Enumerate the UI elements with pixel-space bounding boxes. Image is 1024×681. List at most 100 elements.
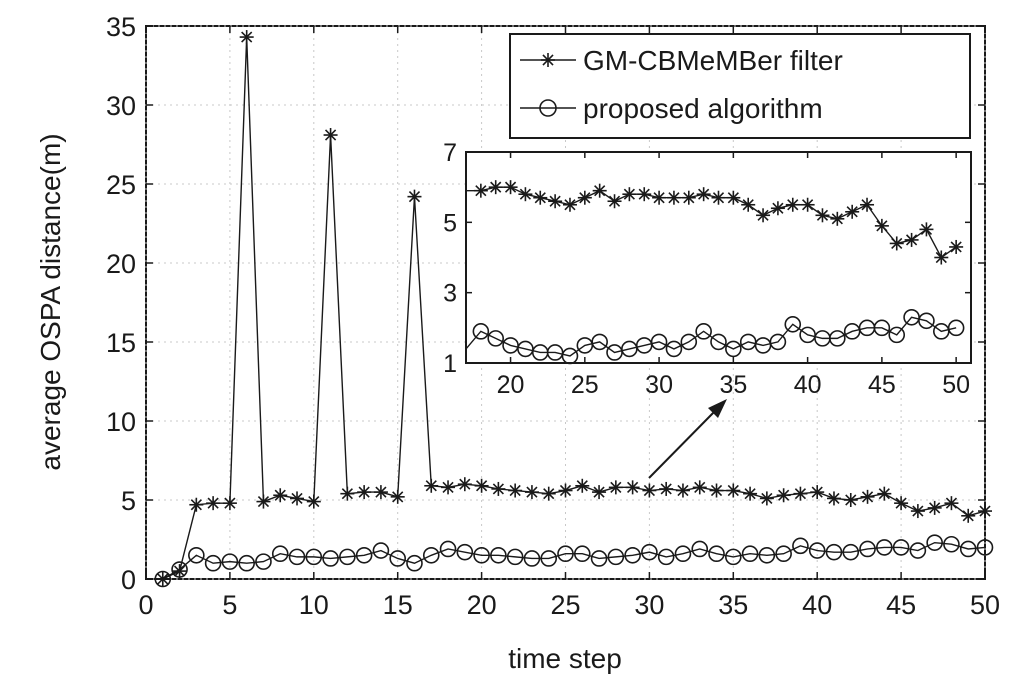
- inset-data-point-gm-cbmember: [518, 187, 533, 202]
- inset-data-point-gm-cbmember: [815, 208, 830, 223]
- data-point-proposed: [221, 553, 239, 570]
- inset-y-tick-label: 5: [443, 209, 457, 237]
- data-point-gm-cbmember: [743, 486, 758, 501]
- inset-data-point-proposed: [591, 333, 608, 351]
- data-point-proposed: [188, 546, 205, 564]
- data-point-gm-cbmember: [222, 496, 237, 511]
- data-point-gm-cbmember: [910, 504, 925, 519]
- data-point-gm-cbmember: [323, 128, 338, 143]
- data-point-proposed: [456, 543, 474, 561]
- data-point-proposed: [540, 550, 558, 567]
- data-point-gm-cbmember: [675, 483, 690, 498]
- data-point-proposed: [859, 540, 876, 558]
- inset-data-point-proposed: [947, 319, 965, 337]
- data-point-gm-cbmember: [843, 493, 858, 507]
- legend-marker-proposed: [520, 99, 576, 117]
- data-point-proposed: [422, 546, 440, 564]
- inset-data-point-gm-cbmember: [889, 236, 904, 251]
- inset-y-tick-label: 3: [443, 280, 457, 308]
- inset-plot-frame: [465, 151, 972, 364]
- data-point-gm-cbmember: [256, 494, 271, 509]
- data-point-gm-cbmember: [692, 480, 707, 495]
- x-tick-label: 45: [886, 590, 916, 620]
- y-tick-label: 30: [106, 91, 136, 121]
- data-point-proposed: [758, 546, 776, 564]
- data-point-gm-cbmember: [810, 485, 825, 500]
- inset-data-point-gm-cbmember: [800, 197, 815, 212]
- y-tick-label: 20: [106, 249, 136, 279]
- data-point-gm-cbmember: [424, 478, 439, 493]
- data-point-gm-cbmember: [457, 477, 472, 492]
- data-point-gm-cbmember: [491, 481, 506, 496]
- data-point-gm-cbmember: [625, 480, 640, 495]
- data-point-gm-cbmember: [340, 486, 355, 501]
- inset-data-point-gm-cbmember: [488, 180, 503, 195]
- legend-box: [509, 33, 971, 139]
- x-tick-label: 30: [634, 590, 664, 620]
- data-point-proposed: [741, 545, 759, 563]
- inset-data-point-gm-cbmember: [904, 232, 919, 247]
- y-tick-label: 35: [106, 12, 136, 42]
- inset-x-tick-label: 35: [719, 371, 747, 399]
- inset-x-tick-label: 25: [571, 371, 599, 399]
- inset-data-point-gm-cbmember: [770, 201, 785, 216]
- data-point-gm-cbmember: [894, 496, 909, 511]
- data-point-proposed: [808, 542, 826, 559]
- x-tick-label: 50: [970, 590, 1000, 620]
- inset-data-point-proposed: [888, 326, 906, 344]
- inset-data-point-gm-cbmember: [577, 190, 592, 205]
- x-axis-label: time step: [508, 643, 622, 674]
- y-tick-label: 15: [106, 328, 136, 358]
- inset-x-tick-label: 40: [794, 371, 822, 399]
- x-tick-label: 20: [467, 590, 497, 620]
- data-point-gm-cbmember: [239, 30, 254, 45]
- inset-data-point-gm-cbmember: [666, 190, 681, 205]
- inset-data-point-gm-cbmember: [711, 190, 726, 205]
- data-point-gm-cbmember: [944, 496, 959, 511]
- zoom-arrow-head: [708, 399, 727, 418]
- inset-series-line-gm-cbmember: [466, 186, 957, 259]
- inset-data-point-proposed: [695, 323, 712, 340]
- x-tick-label: 10: [299, 590, 329, 620]
- data-point-proposed: [943, 535, 960, 553]
- inset-x-tick-label: 20: [497, 371, 525, 399]
- data-point-proposed: [271, 545, 289, 563]
- data-point-gm-cbmember: [726, 483, 741, 498]
- data-point-gm-cbmember: [189, 497, 204, 512]
- legend-symbol: [539, 99, 557, 117]
- data-point-proposed: [708, 545, 725, 563]
- y-tick-label: 10: [106, 407, 136, 437]
- data-point-gm-cbmember: [860, 489, 875, 504]
- inset-data-point-proposed: [472, 323, 490, 340]
- inset-data-point-proposed: [784, 316, 802, 333]
- data-point-proposed: [842, 543, 860, 561]
- data-point-gm-cbmember: [474, 478, 489, 493]
- data-point-gm-cbmember: [927, 500, 942, 515]
- data-point-gm-cbmember: [206, 496, 221, 511]
- data-point-proposed: [674, 545, 692, 563]
- main-series-group: [154, 30, 994, 588]
- inset-data-point-proposed: [665, 340, 683, 358]
- y-tick-label: 5: [121, 486, 136, 516]
- data-point-proposed: [523, 550, 541, 567]
- inset-data-point-gm-cbmember: [726, 190, 741, 205]
- inset-data-point-gm-cbmember: [592, 183, 607, 198]
- data-point-proposed: [171, 561, 188, 578]
- data-point-proposed: [792, 537, 809, 555]
- inset-data-point-gm-cbmember: [637, 187, 652, 202]
- inset-data-point-proposed: [829, 330, 846, 347]
- legend-symbol: [541, 53, 555, 67]
- data-point-gm-cbmember: [290, 491, 305, 506]
- data-point-proposed: [439, 540, 457, 558]
- inset-data-point-gm-cbmember: [860, 197, 875, 212]
- data-point-gm-cbmember: [709, 483, 724, 498]
- x-tick-label: 35: [718, 590, 748, 620]
- data-point-proposed: [825, 543, 843, 561]
- x-tick-label: 5: [222, 590, 237, 620]
- data-point-proposed: [506, 548, 524, 566]
- data-point-proposed: [641, 543, 658, 561]
- data-point-proposed: [876, 539, 893, 556]
- inset-data-point-gm-cbmember: [785, 197, 800, 212]
